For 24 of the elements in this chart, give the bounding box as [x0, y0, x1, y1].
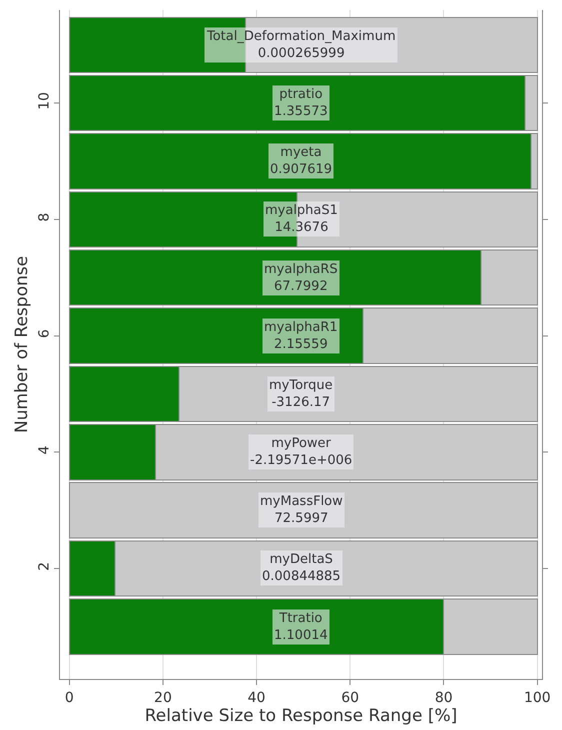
x-tick-label: 60: [341, 690, 360, 706]
annotation: Total_Deformation_Maximum 0.000265999: [206, 29, 396, 61]
annotation: Ttratio 1.10014: [274, 611, 328, 643]
annotation: myDeltaS 0.00844885: [262, 552, 341, 584]
annotation: myeta 0.907619: [270, 145, 332, 177]
x-tick-label: 40: [248, 690, 266, 706]
y-tick-label: 6: [36, 329, 52, 338]
y-axis-title: Number of Response: [12, 256, 32, 434]
x-tick-label: 100: [524, 690, 551, 706]
y-tick-label: 2: [36, 562, 52, 571]
x-tick-label: 80: [434, 690, 453, 706]
annotation: myalphaR1 2.15559: [264, 320, 338, 352]
annotation: ptratio 1.35573: [274, 87, 328, 119]
y-tick-label: 10: [36, 92, 52, 110]
annotation: myPower -2.19571e+006: [250, 436, 352, 468]
x-tick-label: 0: [64, 690, 74, 706]
y-tick-label: 8: [36, 212, 52, 222]
annotation: myTorque -3126.17: [269, 378, 333, 410]
annotation: myalphaS1 14.3676: [265, 203, 338, 235]
x-tick-label: 20: [154, 690, 172, 706]
y-tick-label: 4: [36, 445, 52, 454]
annotation: myMassFlow 72.5997: [260, 494, 344, 526]
x-axis-title: Relative Size to Response Range [%]: [144, 706, 458, 726]
annotation: myalphaRS 67.7992: [264, 262, 338, 294]
